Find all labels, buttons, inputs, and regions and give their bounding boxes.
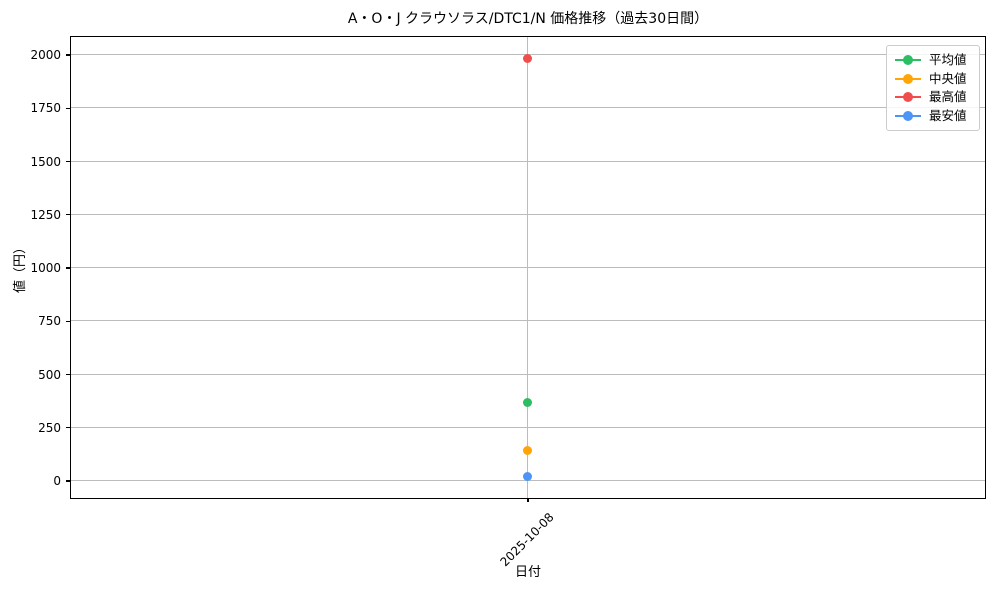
y-tick-label: 1750: [30, 101, 61, 116]
data-point: [523, 471, 532, 481]
legend-marker-icon: [895, 92, 921, 103]
y-tick-mark: [66, 54, 70, 56]
legend-marker-icon: [895, 110, 921, 121]
data-point: [523, 446, 532, 456]
y-tick-label: 1500: [30, 154, 61, 169]
v-gridline: [527, 37, 528, 498]
y-tick-mark: [66, 214, 70, 216]
y-tick-label: 500: [38, 367, 61, 382]
y-tick-label: 1250: [30, 207, 61, 222]
legend-item-label: 中央値: [929, 70, 967, 86]
legend-dot-icon: [903, 110, 913, 121]
plot-area: [70, 36, 986, 499]
y-tick-label: 0: [53, 474, 61, 488]
legend-item: 最高値: [895, 88, 971, 107]
y-tick-label: 2000: [30, 48, 61, 62]
y-tick-mark: [66, 107, 70, 109]
legend-marker-icon: [895, 73, 921, 84]
legend-item: 最安値: [895, 107, 971, 126]
h-gridline: [71, 107, 985, 109]
x-axis-label: 日付: [514, 565, 541, 580]
legend-item-label: 最安値: [929, 107, 967, 123]
h-gridline: [71, 213, 985, 215]
data-point: [523, 398, 532, 408]
x-tick-label: 2025-10-08: [497, 510, 557, 570]
data-point: [523, 54, 532, 64]
y-tick-mark: [66, 373, 70, 376]
y-tick-label: 1000: [30, 261, 61, 275]
y-tick-label: 750: [38, 314, 61, 329]
y-tick-label: 250: [38, 420, 61, 435]
legend-dot-icon: [903, 55, 913, 66]
legend: 平均値中央値最高値最安値: [886, 45, 980, 131]
h-gridline: [71, 373, 985, 375]
h-gridline: [71, 267, 985, 269]
y-tick-mark: [66, 320, 70, 322]
y-tick-mark: [66, 480, 70, 482]
legend-dot-icon: [903, 73, 913, 84]
h-gridline: [71, 426, 985, 428]
legend-marker-icon: [895, 55, 921, 66]
legend-item: 中央値: [895, 70, 971, 89]
h-gridline: [71, 160, 985, 162]
chart-title: A・O・J クラウソラス/DTC1/N 価格推移（過去30日間）: [347, 11, 709, 27]
legend-item: 平均値: [895, 51, 971, 70]
y-tick-mark: [66, 160, 70, 163]
h-gridline: [71, 320, 985, 322]
y-tick-mark: [66, 427, 70, 429]
legend-dot-icon: [903, 92, 913, 103]
y-tick-mark: [66, 267, 70, 269]
legend-item-label: 平均値: [929, 52, 967, 68]
legend-item-label: 最高値: [929, 89, 967, 105]
x-tick-mark: [527, 498, 529, 502]
